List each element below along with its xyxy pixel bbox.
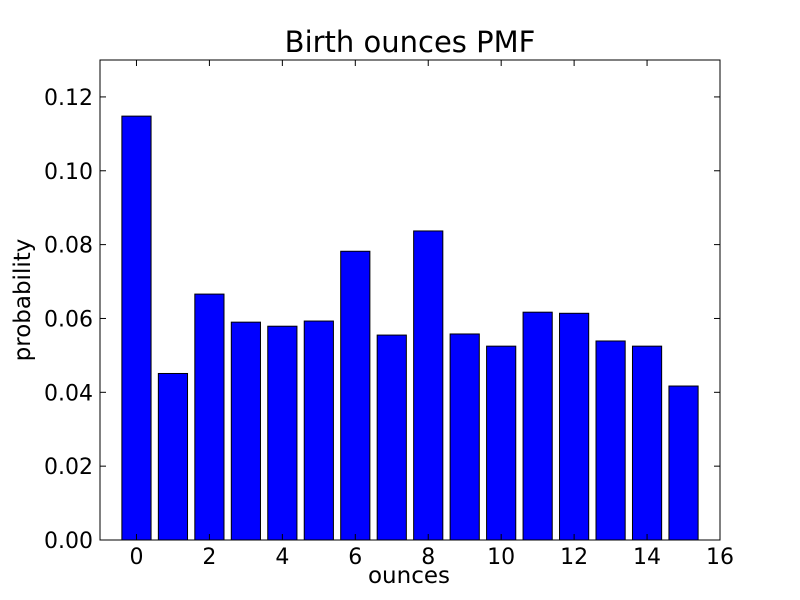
bar-2 xyxy=(194,293,225,541)
bar-7 xyxy=(376,334,407,541)
bar-11 xyxy=(522,311,553,541)
bar-6 xyxy=(340,250,371,541)
ticks-group: 0 2 4 6 8 10 12 14 16 0.00 0.02 0.04 0.06 0.08 0.10 0.1… xyxy=(44,60,734,570)
bar-10 xyxy=(486,345,517,541)
bar-4 xyxy=(267,325,298,541)
x-axis-label: ounces xyxy=(368,563,450,589)
bar-1 xyxy=(157,372,189,541)
bar-13 xyxy=(595,340,626,541)
bar-8 xyxy=(413,230,444,541)
y-tick-label-0.04: 0.04 xyxy=(44,381,93,406)
x-tick-label-0: 0 xyxy=(129,545,143,570)
x-tick-label-10: 10 xyxy=(487,545,515,570)
bar-14 xyxy=(631,345,663,541)
x-tick-label-4: 4 xyxy=(275,545,289,570)
bar-3 xyxy=(230,321,261,541)
x-tick-label-8: 8 xyxy=(421,545,435,570)
x-tick-label-6: 6 xyxy=(348,545,362,570)
y-axis-label: probability xyxy=(10,239,36,362)
bar-0 xyxy=(121,115,152,541)
x-tick-label-12: 12 xyxy=(560,545,588,570)
x-tick-label-2: 2 xyxy=(202,545,216,570)
x-tick-label-14: 14 xyxy=(633,545,661,570)
plot-frame xyxy=(99,59,721,541)
y-tick-label-0.06: 0.06 xyxy=(44,307,93,332)
y-tick-label-0.12: 0.12 xyxy=(44,86,93,111)
bars-group xyxy=(121,115,699,541)
y-tick-label-0.10: 0.10 xyxy=(44,160,93,185)
bar-12 xyxy=(559,312,590,541)
x-tick-label-16: 16 xyxy=(706,545,734,570)
y-tick-label-0.02: 0.02 xyxy=(44,455,93,480)
y-tick-label-0.00: 0.00 xyxy=(44,529,93,554)
bar-5 xyxy=(303,320,334,541)
y-tick-label-0.08: 0.08 xyxy=(44,234,93,259)
chart-title: Birth ounces PMF xyxy=(285,25,536,59)
bar-9 xyxy=(449,333,480,541)
bar-15 xyxy=(668,385,699,541)
